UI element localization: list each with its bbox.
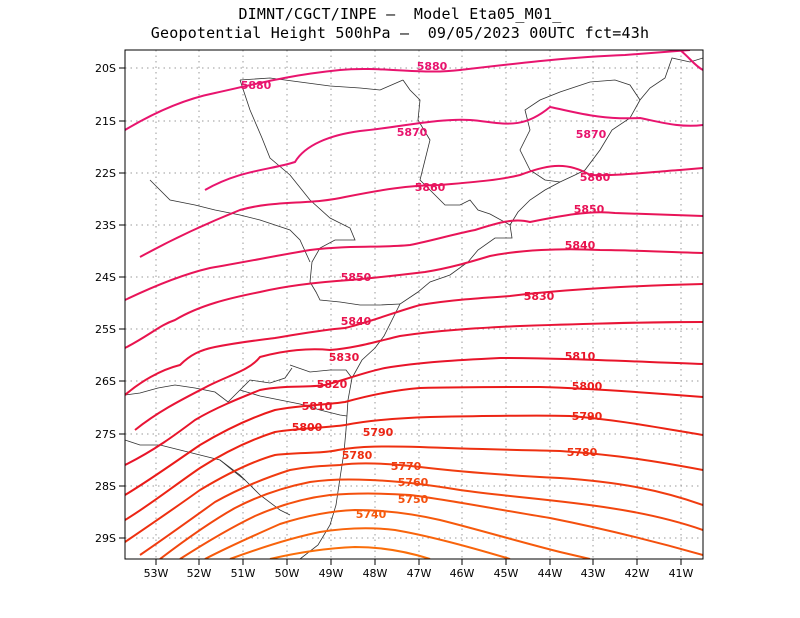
- contour-label-5790: 5790: [572, 410, 603, 423]
- border-mg-sp: [402, 79, 511, 226]
- contour-5870: [204, 105, 703, 191]
- contour-5740: [204, 508, 591, 559]
- lat-label-25s: 25S: [95, 323, 116, 336]
- lon-label-42w: 42W: [625, 567, 650, 580]
- plot-frame: [124, 49, 704, 560]
- contour-label-5810: 5810: [565, 350, 596, 363]
- lon-label-49w: 49W: [319, 567, 344, 580]
- lat-label-21s: 21S: [95, 115, 116, 128]
- lat-label-27s: 27S: [95, 428, 116, 441]
- contour-5880-b: [679, 50, 703, 71]
- contour-5880: [125, 50, 691, 131]
- coastline: [299, 57, 703, 559]
- contour-label-5830: 5830: [329, 351, 360, 364]
- border-argentina: [125, 367, 293, 403]
- contour-label-5780: 5780: [342, 449, 373, 462]
- lat-label-28s: 28S: [95, 480, 116, 493]
- lon-label-45w: 45W: [494, 567, 519, 580]
- lon-label-47w: 47W: [407, 567, 432, 580]
- contour-label-5870: 5870: [397, 126, 428, 139]
- contour-label-5860: 5860: [580, 171, 611, 184]
- lon-label-52w: 52W: [187, 567, 212, 580]
- contour-5760: [159, 478, 703, 559]
- contour-label-5830: 5830: [524, 290, 555, 303]
- map-title-line-1: DIMNT/CGCT/INPE – Model Eta05_M01_: [238, 5, 562, 23]
- contour-label-5760: 5760: [398, 476, 429, 489]
- border-mg-go: [239, 77, 404, 91]
- contour-label-5850: 5850: [574, 203, 605, 216]
- border-pr-sc: [289, 364, 353, 379]
- contour-5850: [125, 211, 703, 301]
- border-rs-internal: [219, 459, 246, 481]
- map-title-line-2: Geopotential Height 500hPa – 09/05/2023 …: [150, 24, 650, 42]
- contour-label-5790: 5790: [363, 426, 394, 439]
- contour-5810: [125, 356, 703, 466]
- lat-label-22s: 22S: [95, 167, 116, 180]
- contour-5830: [125, 283, 703, 396]
- axis-ticks: [119, 67, 682, 565]
- contour-5770: [139, 462, 703, 556]
- lon-label-48w: 48W: [363, 567, 388, 580]
- contour-5720: [269, 545, 431, 559]
- contour-label-5800: 5800: [572, 380, 603, 393]
- lon-label-51w: 51W: [231, 567, 256, 580]
- border-sc-rs: [239, 389, 348, 417]
- contour-label-5870: 5870: [576, 128, 607, 141]
- lon-label-43w: 43W: [581, 567, 606, 580]
- contour-label-5810: 5810: [302, 400, 333, 413]
- contour-5840: [125, 248, 703, 349]
- contour-label-5740: 5740: [356, 508, 387, 521]
- contour-label-5850: 5850: [341, 271, 372, 284]
- lat-label-23s: 23S: [95, 219, 116, 232]
- contour-5730: [229, 527, 511, 559]
- lat-label-20s: 20S: [95, 62, 116, 75]
- lon-label-41w: 41W: [669, 567, 694, 580]
- contour-label-5820: 5820: [317, 378, 348, 391]
- lon-label-46w: 46W: [450, 567, 475, 580]
- lat-label-29s: 29S: [95, 532, 116, 545]
- lat-label-26s: 26S: [95, 375, 116, 388]
- contour-5800: [125, 385, 703, 496]
- contour-label-5880: 5880: [417, 60, 448, 73]
- contour-5820: [134, 321, 703, 431]
- lat-label-24s: 24S: [95, 271, 116, 284]
- contour-label-5750: 5750: [398, 493, 429, 506]
- contour-label-5840: 5840: [341, 315, 372, 328]
- lon-label-53w: 53W: [144, 567, 169, 580]
- lon-label-50w: 50W: [275, 567, 300, 580]
- contour-label-5770: 5770: [391, 460, 422, 473]
- contour-label-5800: 5800: [292, 421, 323, 434]
- contour-label-5840: 5840: [565, 239, 596, 252]
- contour-5780: [125, 445, 703, 543]
- contour-label-5780: 5780: [567, 446, 598, 459]
- contour-5860: [139, 164, 703, 258]
- contour-5790: [125, 414, 703, 521]
- contour-5750: [179, 492, 703, 559]
- contour-label-5860: 5860: [415, 181, 446, 194]
- lon-label-44w: 44W: [538, 567, 563, 580]
- contour-label-5880: 5880: [241, 79, 272, 92]
- border-paraguay: [149, 179, 311, 263]
- border-uruguay: [125, 439, 291, 516]
- border-ms-sp: [239, 79, 401, 306]
